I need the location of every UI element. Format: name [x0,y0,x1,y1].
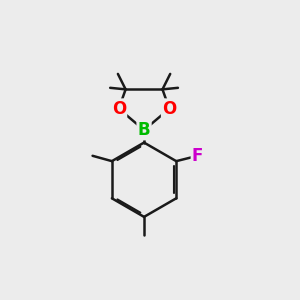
Text: O: O [112,100,126,118]
Text: O: O [162,100,176,118]
Text: B: B [138,121,150,139]
Text: F: F [192,147,203,165]
